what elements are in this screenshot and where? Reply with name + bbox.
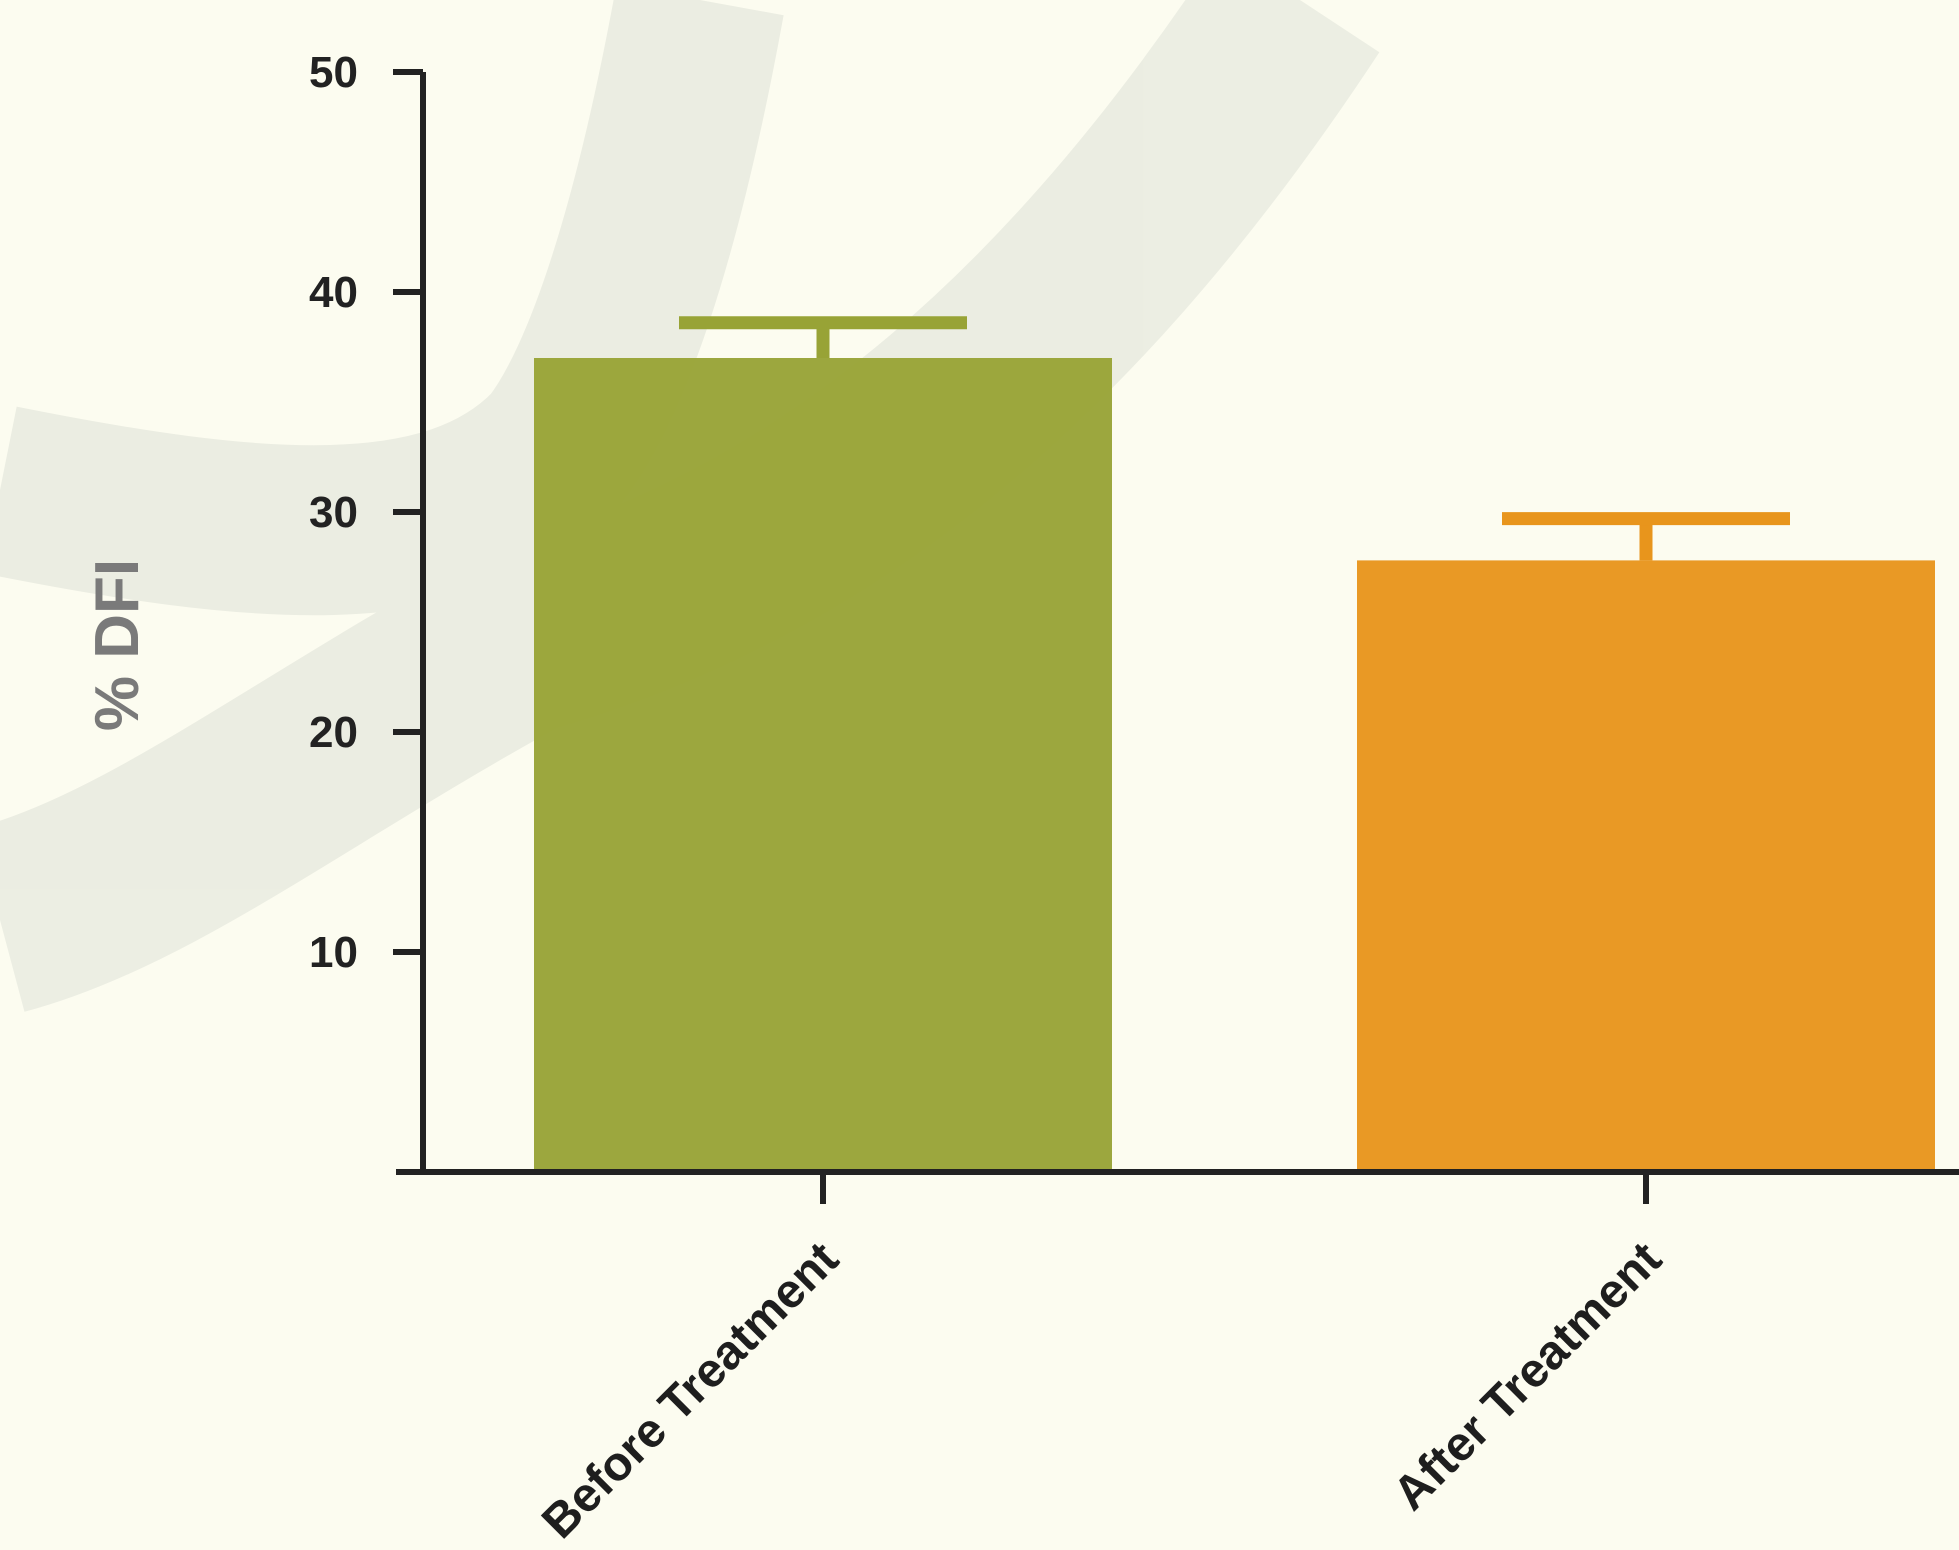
bar-before-treatment bbox=[534, 358, 1112, 1172]
error-bars bbox=[679, 316, 1790, 561]
y-tick-label: 40 bbox=[309, 268, 358, 317]
y-tick-label: 50 bbox=[309, 48, 358, 97]
x-ticks: Before Treatment After Treatment bbox=[532, 1172, 1672, 1549]
y-axis-title: % DFI bbox=[83, 559, 152, 731]
axes bbox=[396, 72, 1959, 1175]
bar-after-treatment bbox=[1357, 560, 1935, 1172]
y-tick-label: 10 bbox=[309, 928, 358, 977]
x-tick-label: Before Treatment bbox=[532, 1232, 849, 1549]
y-ticks: 10 20 30 40 50 bbox=[309, 48, 423, 977]
x-tick-label: After Treatment bbox=[1383, 1232, 1671, 1520]
y-tick-label: 20 bbox=[309, 708, 358, 757]
y-tick-label: 30 bbox=[309, 488, 358, 537]
bars bbox=[534, 358, 1935, 1172]
